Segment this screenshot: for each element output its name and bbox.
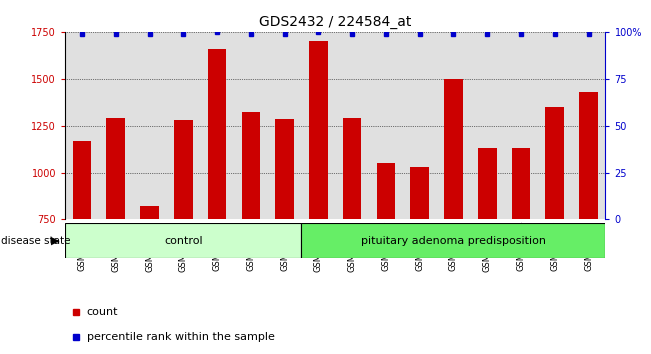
Text: pituitary adenoma predisposition: pituitary adenoma predisposition (361, 236, 546, 246)
Bar (478, 148, 497, 219)
Text: ▶: ▶ (51, 236, 60, 246)
Bar (410, 167, 429, 219)
Text: count: count (87, 307, 118, 317)
Bar (73, 141, 91, 219)
Bar (444, 79, 463, 219)
Bar (309, 41, 327, 219)
Bar (242, 112, 260, 219)
Bar (208, 49, 227, 219)
Bar (107, 118, 125, 219)
Bar (377, 163, 395, 219)
Title: GDS2432 / 224584_at: GDS2432 / 224584_at (259, 16, 411, 29)
Bar (579, 92, 598, 219)
Bar (301, 223, 605, 258)
Bar (546, 107, 564, 219)
Text: disease state: disease state (1, 236, 70, 246)
Bar (275, 119, 294, 219)
Text: percentile rank within the sample: percentile rank within the sample (87, 332, 275, 342)
Bar (174, 120, 193, 219)
Bar (512, 148, 531, 219)
Bar (343, 118, 361, 219)
Bar (140, 206, 159, 219)
Text: control: control (164, 236, 202, 246)
Bar (65, 223, 301, 258)
